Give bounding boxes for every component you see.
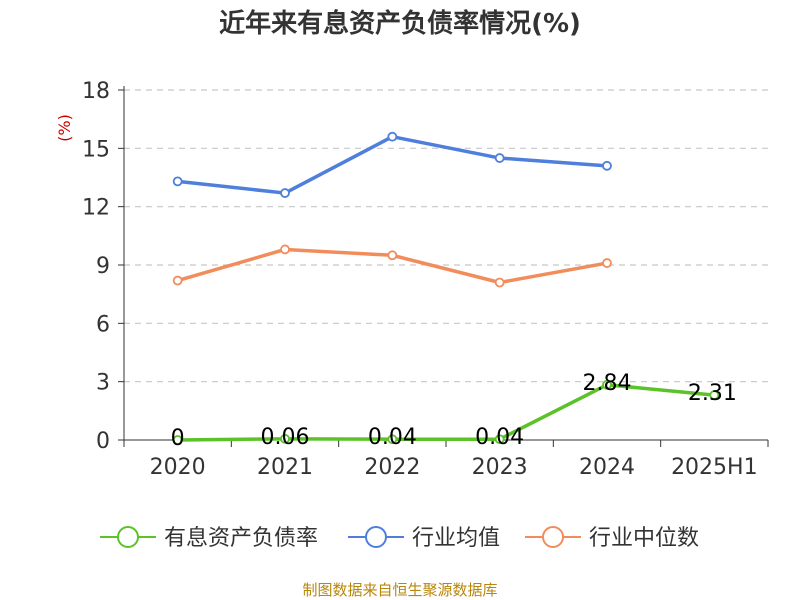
data-point [387,131,398,142]
y-tick-labels: 0 3 6 9 12 15 18 [82,79,110,454]
x-tick-label: 2021 [257,455,313,480]
legend: 有息资产负债率 行业均值 行业中位数 [100,526,699,551]
x-tick-label: 2023 [472,455,528,480]
data-label: 0 [171,426,185,451]
series-layer: 0 0.06 0.04 0.04 2.84 2.31 [171,131,737,451]
legend-swatch-marker [542,526,564,548]
data-point [602,379,612,390]
data-point [602,160,612,171]
data-point [172,435,183,445]
legend-item: 行业均值 [348,526,500,551]
x-tick-label: 2022 [364,455,420,480]
data-point [172,176,183,187]
x-tick-label: 2025H1 [671,455,758,480]
y-tick-label: 6 [96,312,110,337]
data-point [280,433,290,444]
data-label: 2.31 [688,381,737,406]
x-tick-label: 2020 [150,455,206,480]
gridlines [124,89,768,383]
y-tick-label: 9 [96,254,110,279]
data-point [387,250,398,261]
y-tick-label: 0 [96,429,110,454]
data-point [494,277,505,288]
data-point [709,390,720,400]
y-tick-label: 3 [96,371,110,396]
series-line-1 [177,134,608,195]
legend-item: 行业中位数 [525,526,699,551]
data-point [172,275,183,286]
data-point [602,258,612,268]
y-tick-label: 18 [82,79,110,104]
data-source-note: 制图数据来自恒生聚源数据库 [302,581,497,599]
legend-swatch-marker [117,526,139,548]
data-point [387,434,398,445]
data-label: 0.04 [475,425,524,450]
data-label: 0.06 [261,425,310,450]
series-line-0 [177,383,715,442]
legend-item: 有息资产负债率 [100,526,318,551]
data-point [280,188,290,198]
legend-swatch-marker [365,526,387,548]
legend-label: 行业中位数 [589,526,699,551]
legend-label: 行业均值 [412,526,500,551]
chart-title: 近年来有息资产负债率情况(%) [219,8,581,39]
data-label: 2.84 [583,371,632,396]
x-tick-label: 2024 [579,455,635,480]
data-point [494,434,505,445]
data-label: 0.04 [368,425,417,450]
y-tick-label: 15 [82,137,110,162]
y-tick-label: 12 [82,196,110,221]
data-point [494,153,505,163]
x-tick-labels: 2020 2021 2022 2023 2024 2025H1 [150,455,758,480]
data-point [280,244,290,255]
legend-label: 有息资产负债率 [164,526,318,551]
y-axis-unit: (%) [55,114,74,142]
